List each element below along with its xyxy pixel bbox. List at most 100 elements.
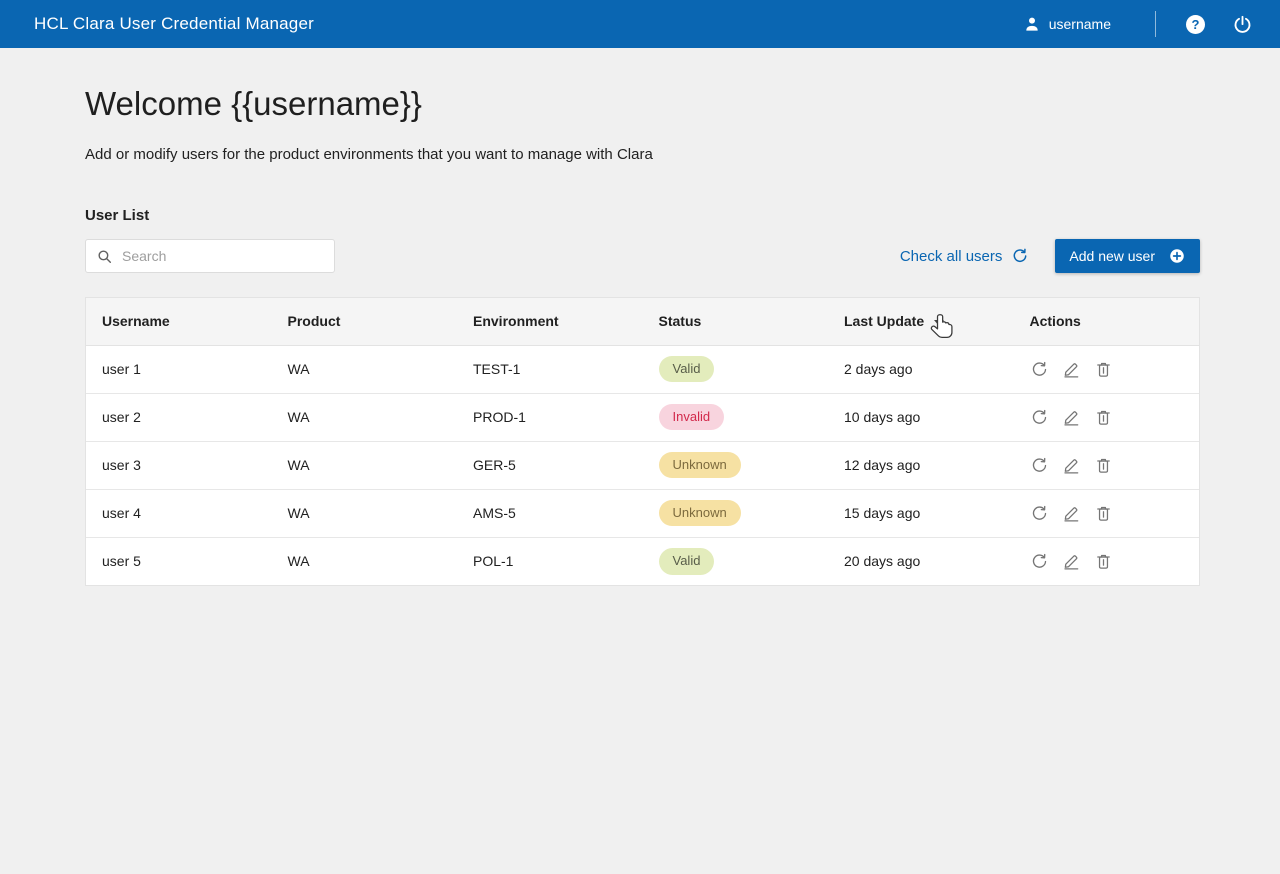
cell-environment: AMS-5: [457, 489, 643, 538]
cell-username: user 1: [86, 345, 272, 394]
cell-last-update: 12 days ago: [828, 441, 1014, 490]
table-row: user 1 WA TEST-1 Valid 2 days ago: [86, 345, 1199, 394]
edit-pencil-icon: [1062, 504, 1081, 523]
check-all-users-label: Check all users: [899, 247, 1003, 265]
column-header-actions[interactable]: Actions: [1013, 298, 1199, 346]
trash-icon: [1094, 456, 1113, 475]
cell-status: Unknown: [642, 489, 828, 538]
cell-actions: [1013, 345, 1199, 394]
cell-status: Valid: [643, 537, 829, 585]
status-badge: Valid: [658, 547, 715, 575]
edit-pencil-icon: [1062, 552, 1081, 571]
table-toolbar: Check all users Add new user: [85, 239, 1200, 273]
main-content: Welcome {{username}} Add or modify users…: [0, 85, 1280, 586]
page-subtitle: Add or modify users for the product envi…: [85, 146, 653, 163]
add-circle-icon: [1168, 247, 1186, 265]
cell-username: user 5: [102, 553, 141, 570]
page-title: Welcome {{username}}: [85, 85, 422, 122]
edit-pencil-icon: [1062, 360, 1081, 379]
refresh-icon: [1011, 247, 1029, 265]
cell-product: WA: [271, 393, 457, 442]
status-badge: Valid: [658, 355, 715, 383]
cell-actions: [1013, 489, 1199, 538]
cell-product: WA: [287, 553, 310, 570]
cell-username: user 3: [86, 441, 272, 490]
sort-descending-icon[interactable]: [934, 319, 945, 326]
search-input[interactable]: [122, 248, 324, 264]
search-box: [85, 239, 335, 273]
user-menu-label: username: [1048, 16, 1111, 32]
table-header-row: Username Product Environment Status Last Upd…: [86, 298, 1199, 346]
cell-product: WA: [271, 345, 457, 394]
edit-pencil-icon: [1062, 408, 1081, 427]
column-header-username[interactable]: Username: [86, 298, 272, 346]
delete-user-button[interactable]: [1094, 360, 1113, 379]
check-all-users-link[interactable]: Check all users: [900, 247, 1030, 265]
refresh-user-button[interactable]: [1030, 504, 1049, 523]
logout-button[interactable]: [1232, 14, 1253, 35]
refresh-user-button[interactable]: [1030, 408, 1049, 427]
app-header: HCL Clara User Credential Manager userna…: [0, 0, 1280, 48]
edit-user-button[interactable]: [1062, 504, 1081, 523]
edit-user-button[interactable]: [1062, 408, 1081, 427]
cell-environment: POL-1: [473, 553, 514, 570]
user-table: Username Product Environment Status Last Upd…: [85, 297, 1200, 586]
cell-status: Invalid: [642, 393, 828, 442]
cell-actions: [1013, 393, 1199, 442]
app-title: HCL Clara User Credential Manager: [34, 14, 314, 33]
person-icon: [1022, 14, 1042, 34]
column-header-environment[interactable]: Environment: [457, 298, 643, 346]
column-header-label: Product: [287, 313, 341, 330]
cell-environment: TEST-1: [457, 345, 643, 394]
help-icon: ?: [1186, 14, 1205, 34]
cell-last-update: 15 days ago: [828, 489, 1014, 538]
cell-username: user 4: [86, 489, 272, 538]
refresh-user-button[interactable]: [1030, 360, 1049, 379]
refresh-icon: [1030, 408, 1049, 427]
delete-user-button[interactable]: [1094, 504, 1113, 523]
cell-environment: PROD-1: [457, 393, 643, 442]
power-icon: [1232, 14, 1253, 35]
table-row: user 5 WA POL-1 Valid 20 days ago: [86, 537, 1199, 585]
edit-pencil-icon: [1062, 456, 1081, 475]
status-badge: Unknown: [658, 451, 741, 479]
status-badge: Unknown: [658, 499, 741, 527]
cell-product: WA: [271, 441, 457, 490]
toolbar-right: Check all users Add new user: [900, 239, 1200, 273]
user-list-title: User List: [85, 207, 150, 224]
refresh-user-button[interactable]: [1030, 552, 1049, 571]
refresh-icon: [1030, 552, 1049, 571]
user-menu[interactable]: username: [1022, 14, 1111, 34]
edit-user-button[interactable]: [1062, 456, 1081, 475]
cell-status: Valid: [642, 345, 828, 394]
column-header-label: Last Update: [844, 313, 925, 330]
cell-product: WA: [271, 489, 457, 538]
delete-user-button[interactable]: [1094, 408, 1113, 427]
column-header-label: Status: [658, 313, 702, 330]
column-header-last-update[interactable]: Last Update: [828, 298, 1014, 346]
trash-icon: [1094, 552, 1113, 571]
table-row: user 4 WA AMS-5 Unknown 15 days ago: [86, 489, 1199, 538]
refresh-user-button[interactable]: [1030, 456, 1049, 475]
table-row: user 2 WA PROD-1 Invalid 10 days ago: [86, 393, 1199, 442]
table-row: user 3 WA GER-5 Unknown 12 days ago: [86, 441, 1199, 490]
header-actions: username ?: [1022, 11, 1253, 37]
edit-user-button[interactable]: [1062, 360, 1081, 379]
cell-actions: [1013, 441, 1199, 490]
column-header-label: Environment: [473, 313, 559, 330]
edit-user-button[interactable]: [1062, 552, 1081, 571]
user-table-body: user 1 WA TEST-1 Valid 2 days ago: [86, 345, 1199, 585]
column-header-status[interactable]: Status: [642, 298, 828, 346]
add-new-user-label: Add new user: [1069, 248, 1155, 264]
cell-actions: [1014, 537, 1200, 585]
add-new-user-button[interactable]: Add new user: [1055, 239, 1200, 273]
status-badge: Invalid: [658, 403, 725, 431]
delete-user-button[interactable]: [1094, 552, 1113, 571]
column-header-product[interactable]: Product: [271, 298, 457, 346]
delete-user-button[interactable]: [1094, 456, 1113, 475]
refresh-icon: [1030, 504, 1049, 523]
cell-status: Unknown: [642, 441, 828, 490]
column-header-label: Username: [102, 313, 170, 330]
help-button[interactable]: ?: [1186, 14, 1205, 34]
cell-last-update: 2 days ago: [828, 345, 1014, 394]
